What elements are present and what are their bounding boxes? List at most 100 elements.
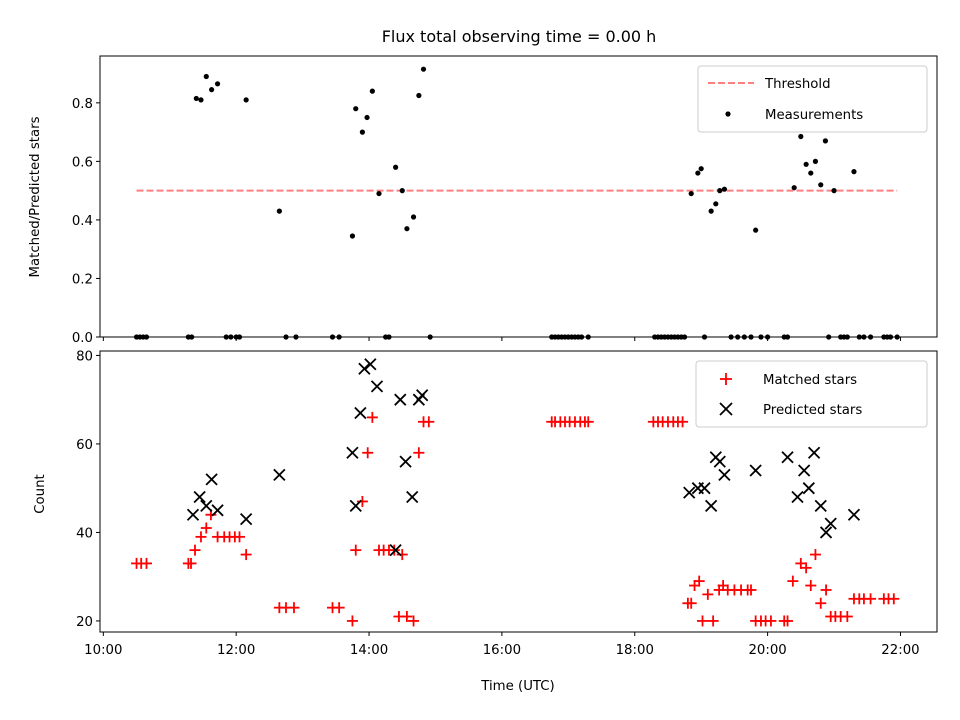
matched-point [396, 549, 408, 561]
matched-point [800, 562, 812, 574]
matched-point [697, 615, 709, 627]
predicted-point [807, 446, 821, 459]
matched-point [809, 549, 821, 561]
matched-point [356, 495, 368, 507]
legend-matched-label: Matched stars [763, 373, 857, 388]
measurement-point [399, 188, 405, 194]
matched-point [582, 416, 594, 428]
measurement-point [851, 169, 857, 175]
matched-point [677, 416, 689, 428]
bottom-x-axis: 10:00 12:00 14:00 16:00 18:00 20:00 22:00 [84, 632, 920, 658]
measurement-point [717, 188, 723, 194]
matched-point [685, 597, 697, 609]
measurement-point [353, 106, 359, 112]
matched-point [702, 588, 714, 600]
matched-point [401, 611, 413, 623]
top-legend: Threshold Measurements [697, 65, 928, 133]
legend-threshold-label: Threshold [764, 77, 831, 92]
predicted-point [399, 455, 412, 468]
predicted-point [718, 468, 731, 482]
predicted-point [819, 526, 833, 539]
measurement-point [404, 226, 410, 232]
matched-point [185, 557, 197, 569]
matched-point [141, 557, 152, 569]
x-tick-label: 16:00 [483, 643, 521, 658]
predicted-point [205, 473, 218, 486]
legend-measurements-swatch [725, 111, 731, 117]
matched-point [189, 544, 201, 556]
measurement-point [808, 170, 814, 176]
predicted-point [406, 490, 419, 504]
matched-point [346, 615, 358, 627]
measurement-point [376, 190, 382, 197]
matched-point [815, 597, 827, 609]
measurement-point [276, 208, 282, 214]
predicted-point [358, 362, 371, 375]
y-tick-label: 0.8 [72, 97, 93, 112]
predicted-point [186, 508, 200, 521]
measurement-point [695, 170, 701, 176]
measurement-point [812, 158, 819, 164]
predicted-point [798, 464, 811, 477]
measurement-point [420, 66, 427, 72]
x-tick-label: 20:00 [748, 643, 786, 658]
bottom-plot-area [131, 358, 900, 627]
x-tick-label: 22:00 [881, 643, 919, 658]
predicted-point [802, 482, 815, 495]
predicted-point [683, 486, 696, 499]
measurement-point [753, 227, 759, 233]
predicted-point [781, 451, 794, 464]
x-tick-label: 14:00 [350, 643, 388, 658]
predicted-point [193, 490, 206, 504]
x-tick-label: 10:00 [84, 643, 122, 658]
top-legend-box [697, 65, 928, 133]
y-tick-label: 0.0 [72, 331, 93, 346]
predicted-point [705, 499, 718, 513]
measurement-point [359, 129, 365, 135]
measurement-point [803, 161, 809, 167]
measurement-point [791, 185, 797, 191]
measurement-point [721, 186, 728, 192]
measurement-point [708, 208, 714, 214]
matched-point [782, 615, 794, 627]
measurement-point [713, 201, 719, 207]
bottom-legend-box [695, 360, 928, 428]
measurement-point [243, 97, 249, 103]
matched-point [240, 549, 252, 561]
y-tick-label: 80 [76, 349, 93, 364]
predicted-point [416, 389, 429, 402]
predicted-point [394, 393, 407, 406]
matched-point [413, 447, 425, 459]
matched-point [865, 593, 877, 605]
measurement-point [349, 233, 356, 239]
predicted-point [814, 499, 827, 513]
matched-point [787, 575, 799, 587]
y-tick-label: 0.6 [72, 155, 93, 170]
legend-predicted-label: Predicted stars [763, 403, 862, 418]
matched-point [288, 602, 300, 614]
predicted-point [749, 464, 762, 477]
predicted-point [349, 499, 362, 513]
bottom-axes-frame [99, 350, 938, 633]
predicted-point [211, 504, 224, 517]
matched-point [820, 584, 832, 596]
legend-matched-swatch [720, 373, 732, 385]
legend-predicted-swatch [719, 402, 733, 416]
matched-point [200, 522, 212, 534]
y-tick-label: 0.2 [72, 272, 93, 287]
matched-point [234, 531, 245, 543]
matched-point [745, 584, 757, 596]
matched-point [707, 615, 719, 627]
predicted-point [698, 482, 711, 495]
bottom-panel: 20 40 60 80 10:00 12:00 14:00 16:00 18:00 20:00 2… [33, 349, 938, 694]
y-tick-label: 0.4 [72, 214, 93, 229]
measurement-point [798, 133, 804, 140]
measurement-point [198, 97, 204, 103]
predicted-point [354, 406, 367, 420]
x-tick-label: 18:00 [616, 643, 654, 658]
top-panel: 0.00.20.40.60.8 Matched/Predicted stars … [28, 55, 938, 346]
matched-point [841, 611, 853, 623]
measurement-point [193, 95, 199, 102]
measurement-point [831, 188, 837, 194]
